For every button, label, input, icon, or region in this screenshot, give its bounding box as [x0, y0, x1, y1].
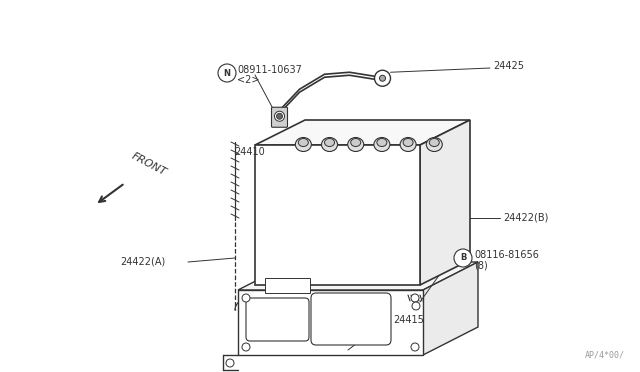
Ellipse shape: [374, 138, 390, 151]
Ellipse shape: [295, 138, 311, 151]
FancyBboxPatch shape: [271, 107, 287, 127]
Text: (8): (8): [474, 260, 488, 270]
Text: 24410: 24410: [234, 147, 265, 157]
Circle shape: [411, 294, 419, 302]
Text: B: B: [460, 253, 466, 263]
Text: 08911-10637: 08911-10637: [237, 65, 302, 75]
Text: 08116-81656: 08116-81656: [474, 250, 539, 260]
Circle shape: [454, 249, 472, 267]
Polygon shape: [255, 145, 420, 285]
Ellipse shape: [324, 138, 335, 147]
Text: N: N: [223, 68, 230, 77]
Polygon shape: [238, 262, 478, 290]
Circle shape: [275, 111, 285, 121]
Circle shape: [242, 343, 250, 351]
FancyBboxPatch shape: [311, 293, 391, 345]
Text: 24425: 24425: [493, 61, 524, 71]
Circle shape: [411, 343, 419, 351]
Polygon shape: [264, 278, 310, 293]
Ellipse shape: [348, 138, 364, 151]
Ellipse shape: [321, 138, 337, 151]
Circle shape: [276, 113, 282, 119]
Ellipse shape: [400, 138, 416, 151]
Text: FRONT: FRONT: [130, 151, 168, 178]
Ellipse shape: [403, 138, 413, 147]
Polygon shape: [255, 120, 470, 145]
Polygon shape: [238, 290, 423, 355]
Circle shape: [242, 294, 250, 302]
Ellipse shape: [351, 138, 361, 147]
Ellipse shape: [377, 138, 387, 147]
Text: 24415: 24415: [393, 315, 424, 325]
Ellipse shape: [298, 138, 308, 147]
Text: <2>: <2>: [237, 75, 259, 85]
Ellipse shape: [429, 138, 439, 147]
Polygon shape: [423, 262, 478, 355]
Circle shape: [226, 359, 234, 367]
FancyBboxPatch shape: [246, 298, 309, 341]
Circle shape: [412, 302, 420, 310]
Circle shape: [380, 75, 385, 81]
Ellipse shape: [426, 138, 442, 151]
Text: 24422(B): 24422(B): [503, 213, 548, 223]
Circle shape: [374, 70, 390, 86]
Polygon shape: [420, 120, 470, 285]
Text: 24422(A): 24422(A): [120, 257, 165, 267]
Circle shape: [218, 64, 236, 82]
Text: AP/4*00/: AP/4*00/: [585, 351, 625, 360]
